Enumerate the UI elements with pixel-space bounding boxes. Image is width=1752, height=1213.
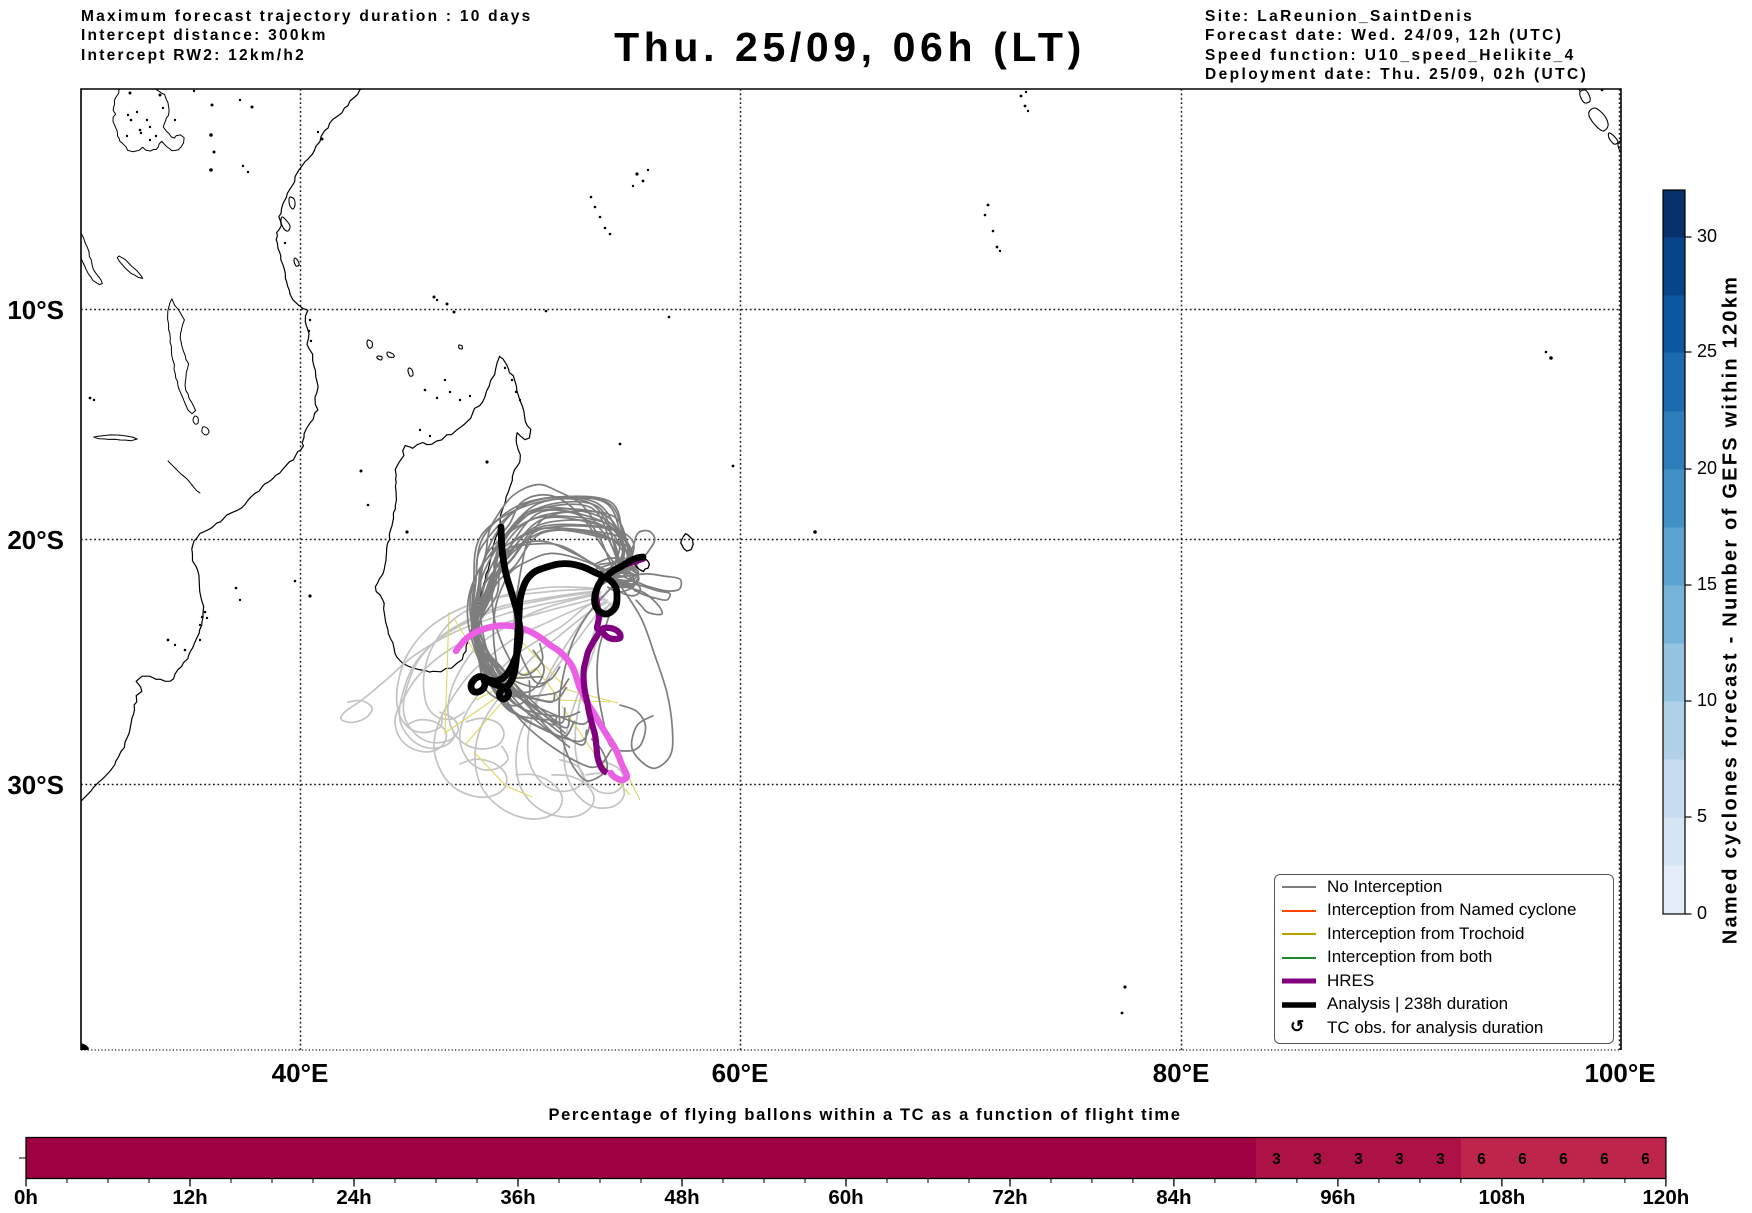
svg-text:3: 3 xyxy=(1313,1151,1322,1168)
svg-text:36h: 36h xyxy=(500,1186,535,1209)
svg-text:6: 6 xyxy=(1477,1151,1486,1168)
svg-text:12h: 12h xyxy=(172,1186,207,1209)
svg-text:6: 6 xyxy=(1518,1151,1527,1168)
svg-text:3: 3 xyxy=(1354,1151,1363,1168)
svg-text:84h: 84h xyxy=(1156,1186,1191,1209)
svg-text:0h: 0h xyxy=(14,1186,38,1209)
svg-text:24h: 24h xyxy=(336,1186,371,1209)
svg-text:6: 6 xyxy=(1559,1151,1568,1168)
svg-text:3: 3 xyxy=(1395,1151,1404,1168)
svg-text:96h: 96h xyxy=(1320,1186,1355,1209)
svg-text:72h: 72h xyxy=(992,1186,1027,1209)
svg-text:3: 3 xyxy=(1436,1151,1445,1168)
svg-text:3: 3 xyxy=(1272,1151,1281,1168)
svg-text:120h: 120h xyxy=(1643,1186,1690,1209)
svg-text:108h: 108h xyxy=(1479,1186,1526,1209)
svg-text:6: 6 xyxy=(1600,1151,1609,1168)
svg-text:60h: 60h xyxy=(828,1186,863,1209)
svg-text:6: 6 xyxy=(1641,1151,1650,1168)
svg-text:48h: 48h xyxy=(664,1186,699,1209)
